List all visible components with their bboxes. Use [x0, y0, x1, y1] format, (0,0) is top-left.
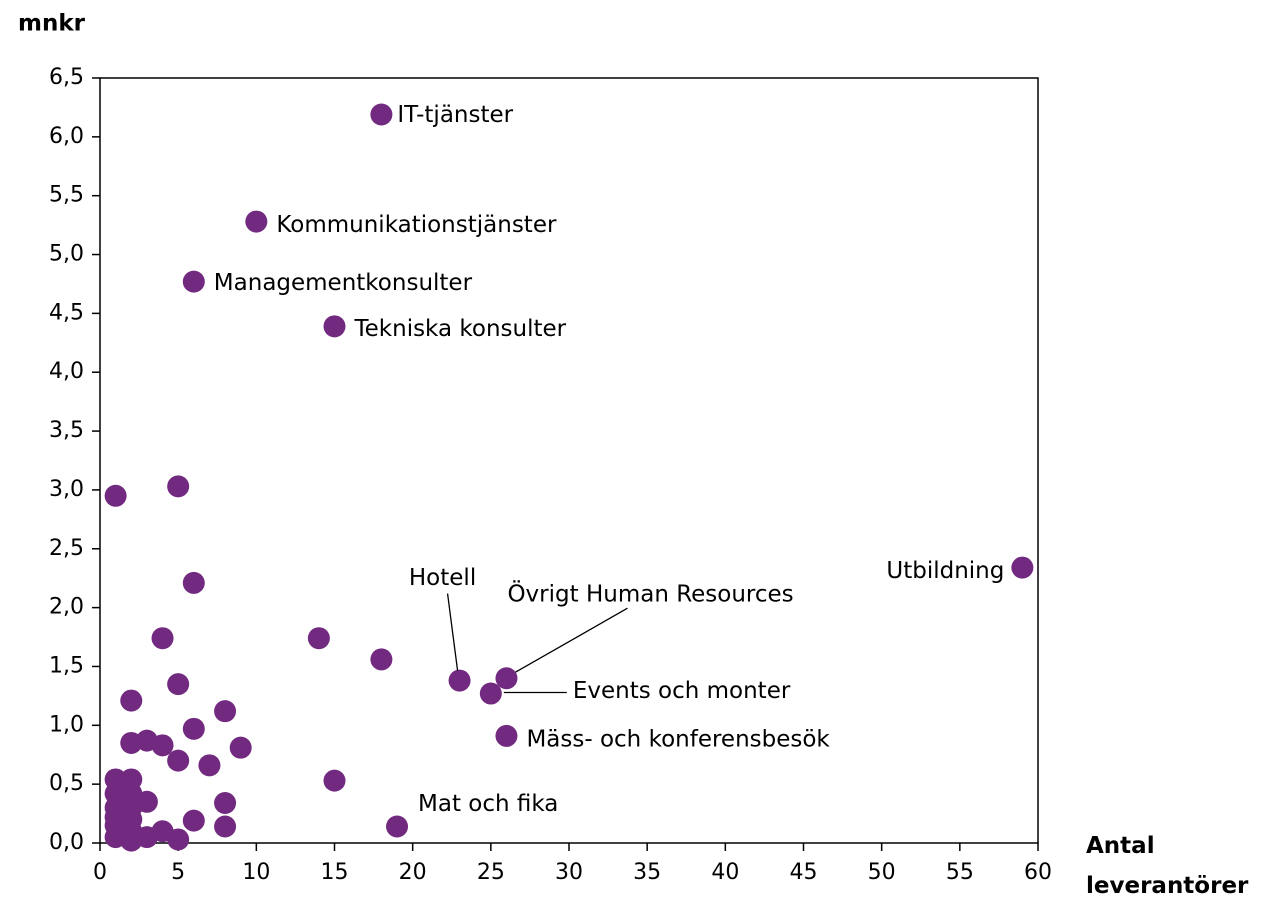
x-tick-label: 55	[946, 860, 974, 885]
x-tick-label: 0	[93, 860, 107, 885]
point	[495, 724, 518, 747]
y-axis-title: mnkr	[18, 11, 86, 37]
point-label: Events och monter	[573, 678, 791, 704]
x-tick-label: 10	[242, 860, 270, 885]
point-label: Tekniska konsulter	[354, 316, 567, 342]
x-tick-label: 50	[868, 860, 896, 885]
point	[182, 717, 205, 740]
y-tick-label: 3,0	[49, 477, 84, 502]
point	[120, 689, 143, 712]
x-tick-label: 35	[633, 860, 661, 885]
point-label: Mäss- och konferensbesök	[526, 726, 830, 752]
y-tick-label: 3,5	[49, 418, 84, 443]
y-tick-label: 5,5	[49, 183, 84, 208]
y-tick-label: 2,5	[49, 536, 84, 561]
point	[198, 754, 221, 777]
point-label: Hotell	[409, 565, 476, 591]
y-tick-label: 5,0	[49, 242, 84, 267]
point	[229, 736, 252, 759]
y-tick-label: 6,5	[49, 65, 84, 90]
point	[323, 315, 346, 338]
point	[214, 791, 237, 814]
x-tick-label: 45	[790, 860, 818, 885]
point	[214, 815, 237, 838]
point	[151, 734, 174, 757]
x-tick-label: 60	[1024, 860, 1052, 885]
y-tick-label: 4,5	[49, 300, 84, 325]
x-tick-label: 20	[399, 860, 427, 885]
point	[182, 270, 205, 293]
point-label: Utbildning	[886, 558, 1004, 584]
y-tick-label: 0,5	[49, 771, 84, 796]
leader-line	[446, 593, 459, 671]
x-tick-label: 30	[555, 860, 583, 885]
x-tick-label: 40	[711, 860, 739, 885]
point-label: Managementkonsulter	[214, 270, 473, 296]
y-tick-label: 6,0	[49, 124, 84, 149]
point	[307, 627, 330, 650]
point	[120, 808, 143, 831]
point	[386, 815, 409, 838]
y-tick-label: 0,0	[49, 830, 84, 855]
point	[182, 809, 205, 832]
point	[495, 667, 518, 690]
point	[448, 669, 471, 692]
point	[214, 700, 237, 723]
point-label: Kommunikationstjänster	[276, 212, 557, 238]
y-tick-label: 1,0	[49, 712, 84, 737]
point	[1011, 556, 1034, 579]
y-tick-label: 4,0	[49, 359, 84, 384]
point	[167, 828, 190, 851]
point-label: Övrigt Human Resources	[507, 580, 793, 608]
point	[182, 571, 205, 594]
point	[135, 790, 158, 813]
y-tick-label: 2,0	[49, 595, 84, 620]
y-tick-label: 1,5	[49, 653, 84, 678]
point	[245, 210, 268, 233]
x-axis-title: Antal leverantörer	[1086, 833, 1249, 899]
x-tick-label: 5	[171, 860, 185, 885]
point	[167, 475, 190, 498]
x-tick-label: 15	[321, 860, 349, 885]
point	[167, 673, 190, 696]
point	[323, 769, 346, 792]
x-tick-label: 25	[477, 860, 505, 885]
point-label: Mat och fika	[418, 791, 558, 817]
point	[104, 484, 127, 507]
point	[479, 682, 502, 705]
point	[167, 749, 190, 772]
point-label: IT-tjänster	[397, 102, 513, 128]
point	[370, 103, 393, 126]
point	[151, 627, 174, 650]
point	[370, 648, 393, 671]
leader-line	[515, 607, 628, 673]
